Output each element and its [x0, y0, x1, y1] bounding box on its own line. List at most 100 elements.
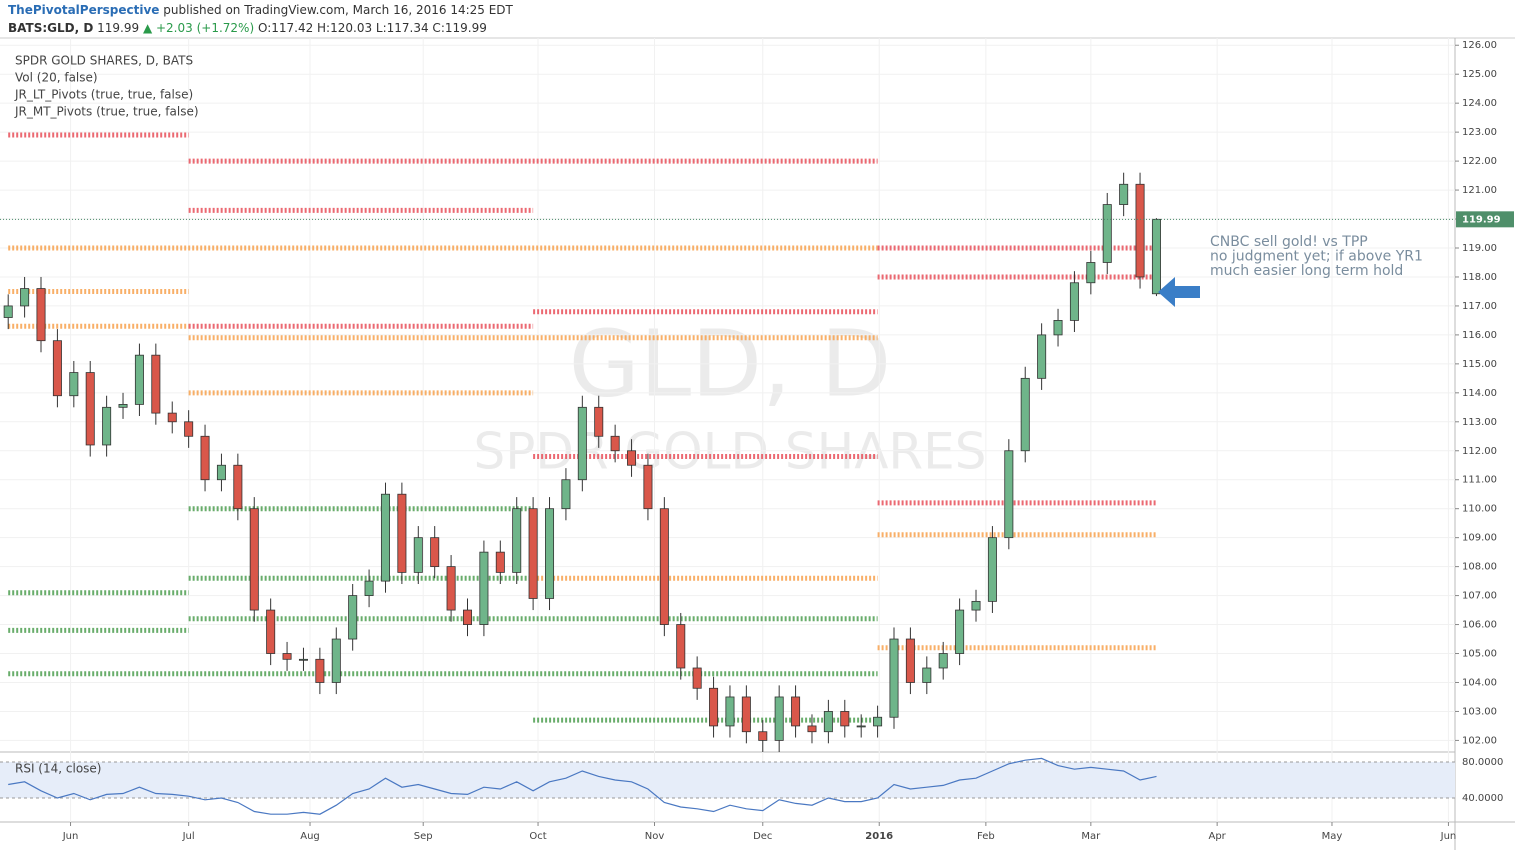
candle-body: [249, 508, 259, 611]
symbol: BATS:GLD, D: [8, 21, 94, 35]
x-tick-label: Jul: [182, 831, 195, 842]
y-tick-label: 113.00: [1462, 417, 1497, 428]
annotation-arrow: [1158, 277, 1200, 307]
change: ▲ +2.03 (+1.72%): [142, 21, 255, 35]
candle-body: [659, 508, 669, 625]
candle-body: [315, 658, 325, 683]
x-tick-label: 2016: [865, 831, 893, 842]
candle-body: [725, 696, 735, 727]
y-tick-label: 111.00: [1462, 475, 1497, 486]
candle-body: [643, 464, 653, 510]
candle-body: [85, 372, 95, 446]
candle-body: [1020, 377, 1030, 452]
candle-body: [709, 687, 719, 727]
candle-body: [134, 354, 144, 405]
candle-body: [118, 404, 128, 408]
y-tick-label: 102.00: [1462, 735, 1497, 746]
candle-body: [692, 667, 702, 689]
candle-body: [676, 624, 686, 669]
candle-body: [561, 479, 571, 510]
x-tick-label: Mar: [1081, 831, 1101, 842]
y-tick-label: 126.00: [1462, 40, 1497, 51]
watermark: SPDR GOLD SHARES: [474, 423, 987, 481]
y-tick-label: 118.00: [1462, 272, 1497, 283]
y-tick-label: 124.00: [1462, 98, 1497, 109]
x-tick-label: Jun: [62, 831, 79, 842]
candle-body: [380, 493, 390, 582]
y-tick-label: 110.00: [1462, 504, 1497, 515]
y-tick-label: 80.0000: [1462, 757, 1503, 768]
candle-body: [413, 537, 423, 573]
candle-body: [791, 696, 801, 727]
candle-body: [184, 421, 194, 437]
candle-body: [151, 354, 161, 414]
candle-body: [233, 464, 243, 510]
ohlc: O:117.42 H:120.03 L:117.34 C:119.99: [257, 21, 487, 35]
candle-body: [512, 508, 522, 573]
candle-body: [1069, 282, 1079, 321]
candle-body: [397, 493, 407, 573]
header-row: ThePivotalPerspective published on Tradi…: [8, 3, 513, 17]
rsi-title: RSI (14, close): [15, 762, 101, 776]
candle-body: [873, 716, 883, 727]
price: 119.99: [97, 21, 140, 35]
candle-body: [971, 600, 981, 611]
x-tick-label: Dec: [753, 831, 772, 842]
y-tick-label: 103.00: [1462, 706, 1497, 717]
candle-body: [282, 653, 292, 660]
y-tick-label: 122.00: [1462, 156, 1497, 167]
candle-body: [938, 653, 948, 669]
candle-body: [479, 551, 489, 625]
annotation: much easier long term hold: [1210, 263, 1403, 279]
candle-body: [807, 725, 817, 733]
x-tick-label: Jun: [1440, 831, 1457, 842]
candle-body: [69, 372, 79, 397]
candle-body: [840, 711, 850, 727]
candle-body: [20, 288, 30, 307]
indicator-legend: JR_LT_Pivots (true, true, false): [14, 88, 193, 102]
candle-body: [348, 595, 358, 640]
annotation: CNBC sell gold! vs TPP: [1210, 234, 1368, 250]
candle-body: [1086, 262, 1096, 284]
candle-body: [3, 305, 13, 318]
x-tick-label: Feb: [977, 831, 995, 842]
candle-body: [774, 696, 784, 741]
candle-body: [1102, 204, 1112, 263]
candle-body: [610, 435, 620, 452]
candle-body: [627, 450, 637, 466]
candle-body: [889, 638, 899, 718]
y-tick-label: 115.00: [1462, 359, 1497, 370]
candle-body: [922, 667, 932, 683]
candle-body: [430, 537, 440, 568]
header: ThePivotalPerspective published on Tradi…: [0, 0, 1515, 38]
y-tick-label: 40.0000: [1462, 793, 1503, 804]
candle-body: [167, 412, 177, 423]
indicator-legend: Vol (20, false): [15, 71, 98, 85]
candle-body: [266, 609, 276, 654]
indicator-legend: SPDR GOLD SHARES, D, BATS: [15, 54, 193, 68]
author[interactable]: ThePivotalPerspective: [8, 3, 160, 17]
candle-body: [298, 658, 308, 661]
candle-body: [1135, 183, 1145, 278]
header-row: BATS:GLD, D 119.99 ▲ +2.03 (+1.72%) O:11…: [8, 21, 487, 35]
last-price-label: 119.99: [1462, 214, 1501, 225]
y-tick-label: 123.00: [1462, 127, 1497, 138]
indicator-legend: JR_MT_Pivots (true, true, false): [14, 105, 199, 119]
y-tick-label: 109.00: [1462, 533, 1497, 544]
y-tick-label: 117.00: [1462, 301, 1497, 312]
y-tick-label: 125.00: [1462, 69, 1497, 80]
candle-body: [545, 508, 555, 599]
x-tick-label: Aug: [300, 831, 320, 842]
y-tick-label: 105.00: [1462, 649, 1497, 660]
y-tick-label: 104.00: [1462, 677, 1497, 688]
candle-body: [1004, 450, 1014, 539]
x-tick-label: Sep: [414, 831, 433, 842]
candle-body: [216, 464, 226, 481]
candle-body: [463, 609, 473, 625]
last-price-badge: [1456, 211, 1514, 228]
candle-body: [36, 288, 46, 342]
y-tick-label: 116.00: [1462, 330, 1497, 341]
rsi-line: [8, 757, 1157, 815]
x-tick-label: Nov: [645, 831, 665, 842]
